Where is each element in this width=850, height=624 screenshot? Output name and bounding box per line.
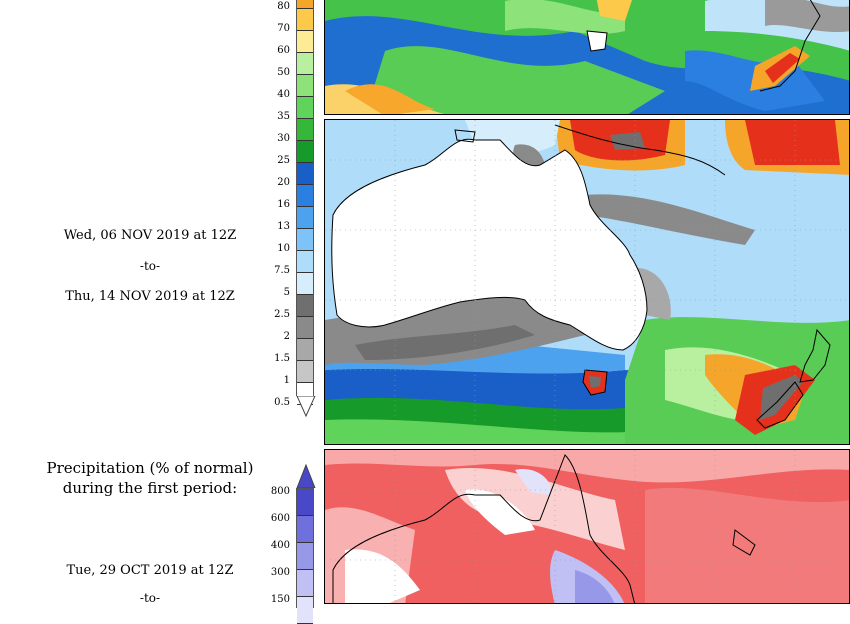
normal-scale-swatch [297, 597, 313, 624]
scale-tick-label: 13 [277, 221, 290, 232]
scale-tick-label: 1 [283, 375, 290, 386]
normal-scale-swatch [297, 570, 313, 597]
percent-normal-color-scale [296, 488, 314, 624]
normal-scale-tick-label: 800 [270, 486, 290, 497]
scale-swatch [297, 31, 313, 53]
normal-panel-title-line2: during the first period: [62, 479, 238, 497]
scale-swatch [297, 273, 313, 295]
scale-tick-label: 40 [277, 89, 290, 100]
graticule [325, 450, 849, 603]
scale-tick-label: 10 [277, 243, 290, 254]
scale-tick-label: 1.5 [274, 353, 290, 364]
scale-tick-label: 2 [283, 331, 290, 342]
precip-map-forecast-period [324, 119, 850, 445]
scale-swatch [297, 75, 313, 97]
scale-swatch [297, 0, 313, 9]
normal-scale-swatch [297, 516, 313, 543]
scale-tick-label: 16 [277, 199, 290, 210]
normal-scale-swatch [297, 489, 313, 516]
new-zealand-north [799, 328, 831, 383]
scale-tick-label: 2.5 [274, 309, 290, 320]
normal-scale-tick-label: 600 [270, 513, 290, 524]
precip-map-previous-svg [325, 0, 849, 114]
normal-panel-start-date: Tue, 29 OCT 2019 at 12Z [66, 563, 234, 578]
normal-panel-title-line1: Precipitation (% of normal) [46, 459, 254, 477]
normal-scale-tick-label: 300 [270, 567, 290, 578]
scale-swatch [297, 317, 313, 339]
period-separator: -to- [139, 259, 161, 273]
scale-swatch [297, 295, 313, 317]
australia-landmass [331, 138, 648, 351]
scale-arrow-bottom [296, 396, 316, 418]
normal-panel-separator: -to- [139, 591, 161, 605]
scale-tick-label: 30 [277, 133, 290, 144]
normal-scale-swatch [297, 543, 313, 570]
normal-scale-arrow-top [296, 464, 316, 488]
scale-swatch [297, 53, 313, 75]
scale-swatch [297, 163, 313, 185]
scale-swatch [297, 97, 313, 119]
scale-swatch [297, 207, 313, 229]
scale-swatch [297, 251, 313, 273]
scale-tick-label: 20 [277, 177, 290, 188]
precipitation-color-scale [296, 0, 314, 405]
scale-swatch [297, 339, 313, 361]
scale-tick-label: 50 [277, 67, 290, 78]
scale-tick-label: 70 [277, 23, 290, 34]
scale-tick-label: 5 [283, 287, 290, 298]
scale-tick-label: 0.5 [274, 397, 290, 408]
percent-normal-map-svg [325, 450, 849, 603]
precip-map-previous-period [324, 0, 850, 115]
australia-outline [332, 454, 636, 603]
scale-swatch [297, 119, 313, 141]
new-zealand-south [756, 381, 804, 429]
period-end-date: Thu, 14 NOV 2019 at 12Z [65, 289, 235, 304]
scale-swatch [297, 229, 313, 251]
precip-map-forecast-svg [325, 120, 849, 444]
scale-tick-label: 80 [277, 1, 290, 12]
scale-tick-label: 60 [277, 45, 290, 56]
scale-tick-label: 25 [277, 155, 290, 166]
scale-swatch [297, 141, 313, 163]
scale-tick-label: 35 [277, 111, 290, 122]
scale-swatch [297, 185, 313, 207]
normal-scale-tick-label: 400 [270, 540, 290, 551]
scale-tick-label: 7.5 [274, 265, 290, 276]
scale-swatch [297, 9, 313, 31]
percent-normal-map [324, 449, 850, 604]
new-guinea-coast [554, 124, 726, 176]
scale-swatch [297, 361, 313, 383]
period-start-date: Wed, 06 NOV 2019 at 12Z [63, 228, 237, 243]
